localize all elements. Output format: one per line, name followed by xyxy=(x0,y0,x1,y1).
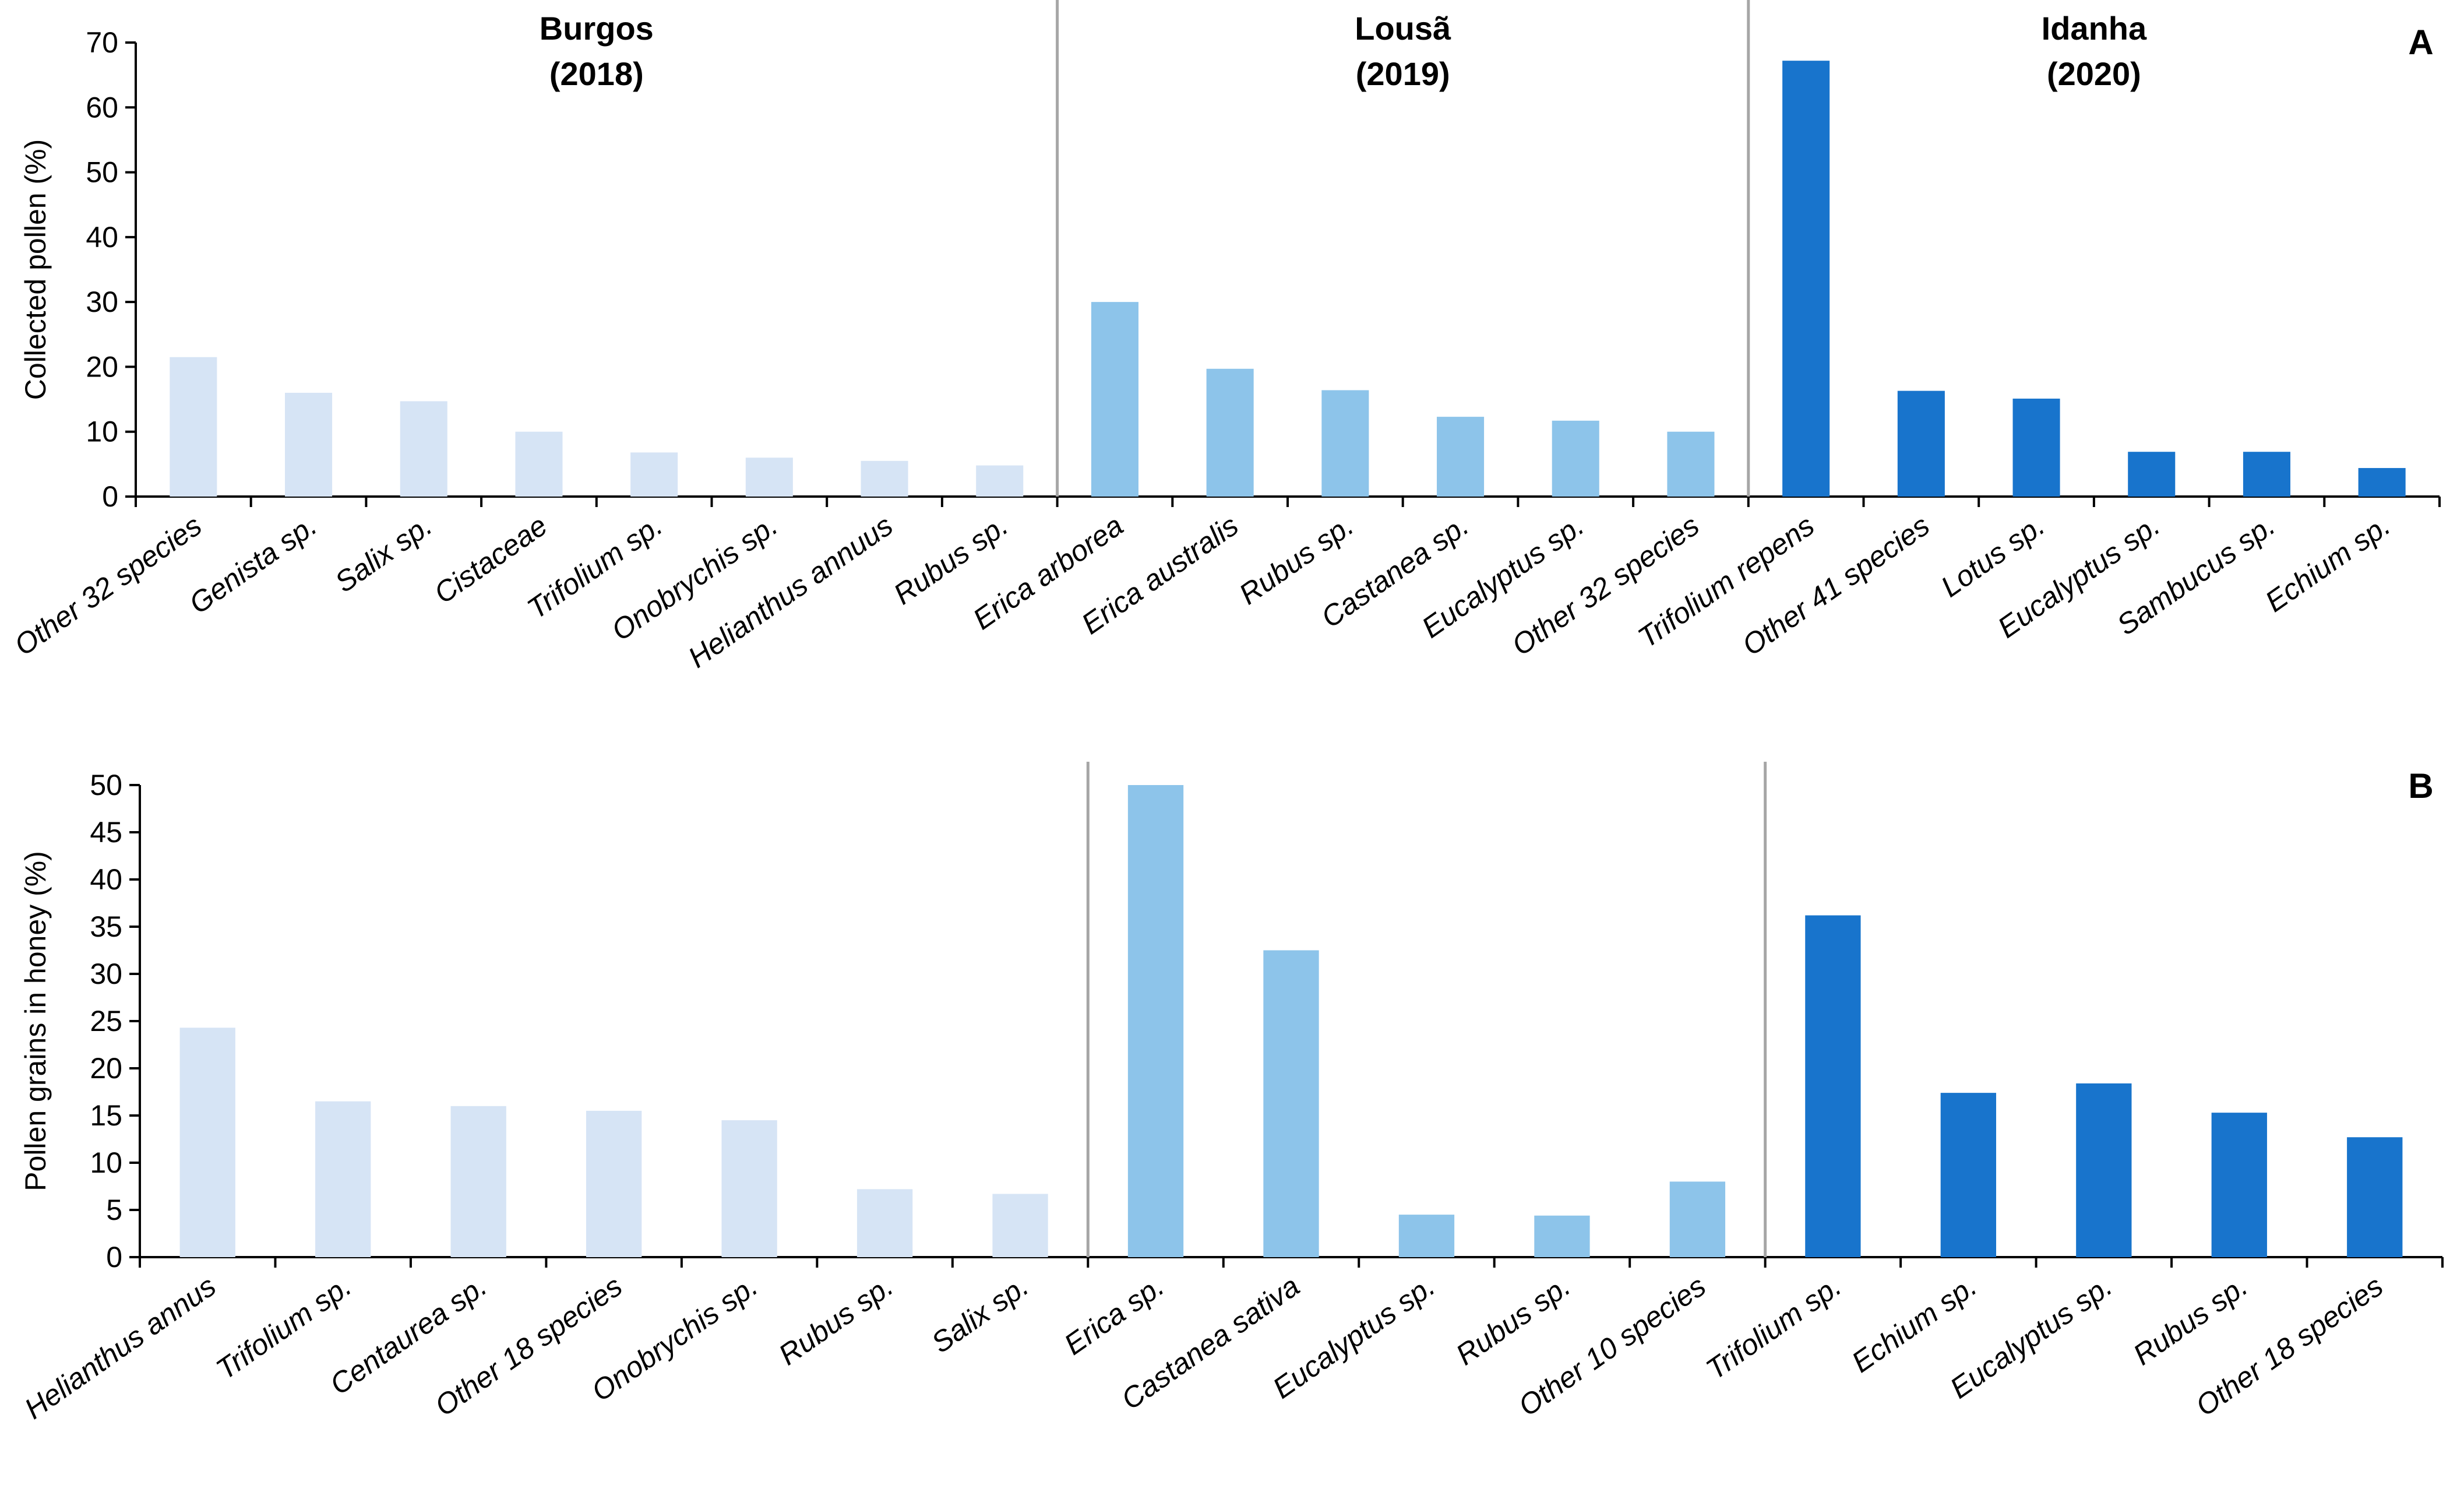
panel-b-category-label: Rubus sp. xyxy=(2127,1269,2254,1371)
panel-b-category-label: Salix sp. xyxy=(925,1269,1034,1359)
panel-b-y-tick-label: 15 xyxy=(90,1099,122,1132)
panel-a-y-tick-label: 0 xyxy=(102,480,118,513)
panel-a-y-tick-label: 60 xyxy=(86,91,118,124)
panel-a-letter: A xyxy=(2408,23,2433,62)
panel-b-bar-burgos-rubus-sp xyxy=(856,1189,913,1257)
panel-a-bar-burgos-rubus-sp xyxy=(976,465,1024,497)
panel-a-bar-idanha-lotus-sp xyxy=(2012,398,2060,497)
panel-b-bar-lousa-erica-sp xyxy=(1127,785,1184,1257)
panel-a-collected-pollen-chart: 0 10 20 30 40 50 60 70 Collected pollen (%) A Othe… xyxy=(8,0,2441,674)
panel-a-category-label: Echium sp. xyxy=(2259,509,2396,618)
panel-b-y-tick-label: 45 xyxy=(90,816,122,849)
panel-a-region-title-lousa: (2019) xyxy=(1356,55,1450,92)
panel-a-bar-lousa-castanea-sp xyxy=(1437,417,1485,497)
panel-b-y-tick-label: 0 xyxy=(106,1241,122,1273)
panel-b-y-tick-label: 40 xyxy=(90,863,122,896)
panel-a-bar-lousa-eucalyptus-sp xyxy=(1552,420,1599,497)
panel-b-bar-lousa-eucalyptus-sp xyxy=(1398,1215,1455,1257)
panel-a-bar-burgos-cistaceae xyxy=(515,431,563,497)
panel-b-bar-lousa-castanea-sativa xyxy=(1263,950,1319,1257)
panel-a-category-label: Helianthus annuus xyxy=(682,509,898,674)
panel-a-bar-burgos-onobrychis-sp xyxy=(745,458,793,497)
panel-b-bar-idanha-echium-sp xyxy=(1940,1093,1997,1257)
panel-a-y-tick-label: 20 xyxy=(86,350,118,383)
panel-a-region-title-lousa: Lousã xyxy=(1355,10,1451,47)
panel-b-category-label: Echium sp. xyxy=(1846,1269,1983,1379)
panel-b-honey-pollen-chart: 0 5 10 15 20 25 30 35 40 45 50 Pollen grains in hon… xyxy=(19,762,2444,1426)
panel-b-bar-idanha-rubus-sp xyxy=(2211,1113,2267,1257)
panel-a-bar-idanha-echium-sp xyxy=(2358,468,2406,497)
panel-b-bar-burgos-helianthus-annus xyxy=(179,1028,235,1257)
panel-b-bar-burgos-trifolium-sp xyxy=(315,1101,371,1257)
panel-a-bar-idanha-sambucus-sp xyxy=(2243,452,2290,497)
panel-b-bar-lousa-rubus-sp xyxy=(1534,1215,1590,1257)
panel-b-y-tick-label: 20 xyxy=(90,1052,122,1085)
panel-b-y-tick-label: 35 xyxy=(90,910,122,943)
panel-b-category-label: Rubus sp. xyxy=(1450,1269,1577,1371)
panel-a-y-tick-label: 70 xyxy=(86,26,118,59)
panel-a-y-tick-label: 50 xyxy=(86,156,118,189)
panel-a-bar-lousa-rubus-sp xyxy=(1321,390,1369,497)
panel-a-bar-idanha-other-41-species xyxy=(1897,390,1945,497)
panel-a-y-tick-label: 10 xyxy=(86,416,118,448)
panel-a-category-label: Genista sp. xyxy=(184,509,323,620)
panel-a-region-title-burgos: (2018) xyxy=(549,55,644,92)
panel-b-y-tick-label: 50 xyxy=(90,769,122,801)
panel-a-category-label: Other 32 species xyxy=(8,509,207,662)
panel-a-category-label: Other 32 species xyxy=(1506,509,1705,662)
panel-b-category-label: Helianthus annus xyxy=(19,1269,222,1425)
panel-b-bar-burgos-salix-sp xyxy=(992,1194,1048,1257)
panel-a-bar-idanha-eucalyptus-sp xyxy=(2128,452,2176,497)
panel-b-bar-burgos-centaurea-sp xyxy=(450,1106,506,1257)
panel-a-bar-burgos-genista-sp xyxy=(285,392,333,497)
panel-a-bar-lousa-erica-australis xyxy=(1206,368,1254,497)
panel-a-y-tick-label: 40 xyxy=(86,221,118,254)
panel-a-y-tick-label: 30 xyxy=(86,286,118,318)
panel-b-bar-burgos-other-18-species xyxy=(586,1110,642,1257)
panel-a-bar-burgos-other-32-species xyxy=(170,357,217,497)
panel-a-category-label: Salix sp. xyxy=(329,509,438,599)
panel-a-bar-idanha-trifolium-repens xyxy=(1782,61,1830,497)
panel-a-bar-lousa-other-32-species xyxy=(1667,431,1715,497)
panel-a-region-title-idanha: (2020) xyxy=(2047,55,2141,92)
panel-b-y-tick-label: 25 xyxy=(90,1005,122,1037)
panel-b-y-axis-title: Pollen grains in honey (%) xyxy=(19,851,52,1191)
panel-b-bar-idanha-eucalyptus-sp xyxy=(2076,1083,2132,1257)
panel-b-category-label: Rubus sp. xyxy=(773,1269,899,1371)
panel-a-y-axis-title: Collected pollen (%) xyxy=(19,139,52,400)
panel-b-y-tick-label: 30 xyxy=(90,958,122,990)
panel-b-letter: B xyxy=(2408,766,2433,805)
panel-b-bar-idanha-other-18-species xyxy=(2347,1137,2403,1257)
panel-a-region-title-idanha: Idanha xyxy=(2042,10,2147,47)
panel-a-bar-burgos-helianthus-annuus xyxy=(861,460,908,497)
panel-b-bar-burgos-onobrychis-sp xyxy=(721,1120,777,1257)
panel-b-category-label: Erica sp. xyxy=(1058,1269,1169,1361)
panel-b-bar-lousa-other-10-species xyxy=(1669,1181,1726,1257)
panel-b-y-tick-label: 10 xyxy=(90,1146,122,1179)
panel-a-bar-burgos-salix-sp xyxy=(400,401,447,497)
panel-b-y-tick-label: 5 xyxy=(106,1194,122,1226)
panel-a-region-title-burgos: Burgos xyxy=(540,10,654,47)
panel-a-category-label: Other 41 species xyxy=(1736,509,1936,662)
panel-a-bar-burgos-trifolium-sp xyxy=(630,452,678,497)
panel-b-category-label: Trifolium sp. xyxy=(1700,1269,1847,1386)
panel-a-bar-lousa-erica-arborea xyxy=(1091,302,1138,497)
panel-b-bar-idanha-trifolium-sp xyxy=(1805,915,1861,1257)
